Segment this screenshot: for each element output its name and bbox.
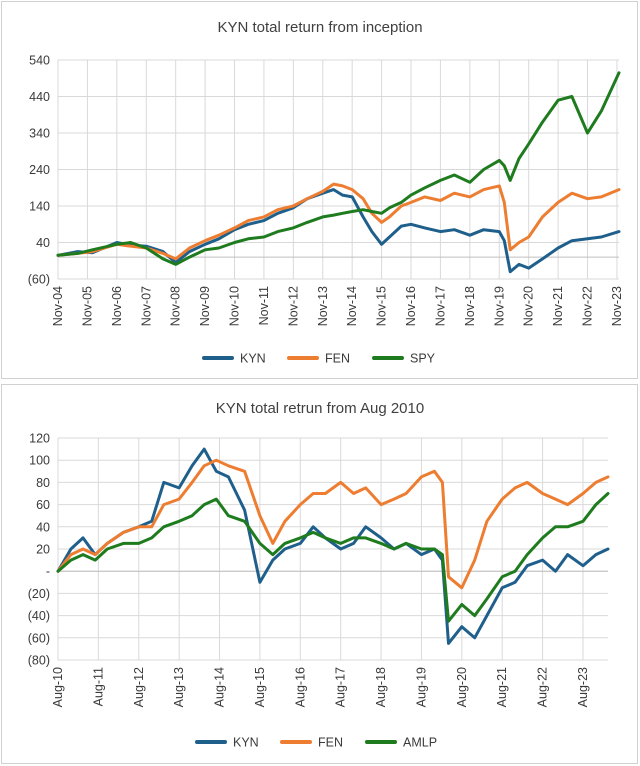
chart2-title: KYN total retrun from Aug 2010 (216, 400, 424, 417)
chart1-x-tick-label: Nov-22 (581, 286, 595, 326)
chart1-y-tick-label: 340 (29, 127, 50, 141)
chart1-x-tick-label: Nov-09 (198, 286, 212, 326)
chart2-x-tick-label: Aug-12 (132, 667, 146, 707)
chart1-y-tick-label: 140 (29, 200, 50, 214)
chart1-series-spy (56, 71, 621, 266)
chart1-x-tick-label: Nov-16 (404, 286, 418, 326)
chart1-x-tick-label: Nov-17 (433, 286, 447, 326)
chart1-y-tick-label: 440 (29, 90, 50, 104)
chart1-x-tick-label: Nov-13 (316, 286, 330, 326)
chart1-x-tick-label: Nov-19 (492, 286, 506, 326)
chart2-x-tick-label: Aug-21 (495, 667, 509, 707)
chart2-x-tick-label: Aug-23 (576, 667, 590, 707)
chart2-y-tick-label: 40 (36, 520, 50, 534)
chart1-legend-label: KYN (240, 352, 266, 366)
chart2-x-tick-label: Aug-19 (414, 667, 428, 707)
chart2-x-tick-label: Aug-22 (536, 667, 550, 707)
chart1-y-tick-label: 540 (29, 54, 50, 68)
chart1-x-tick-label: Nov-14 (345, 286, 359, 326)
chart2-x-tick-label: Aug-18 (374, 667, 388, 707)
chart1-x-tick-label: Nov-15 (375, 286, 389, 326)
chart-aug2010: KYN total retrun from Aug 2010 120 100 80 60… (28, 400, 610, 750)
chart1-x-tick-label: Nov-08 (169, 286, 183, 326)
chart2-x-tick-label: Aug-20 (455, 667, 469, 707)
chart2-legend-kyn: KYN (195, 736, 259, 750)
chart2-y-tick-label: 60 (36, 498, 50, 512)
chart-inception: KYN total return from inception 540 440 340… (28, 19, 624, 366)
chart2-x-tick-label: Aug-14 (213, 667, 227, 707)
chart1-title: KYN total return from inception (217, 19, 422, 36)
chart1-x-tick-label: Nov-23 (610, 286, 624, 326)
chart-panel-inception: KYN total return from inception 540 440 340… (1, 1, 638, 379)
chart1-x-tick-label: Nov-21 (551, 286, 565, 326)
chart1-x-tick-label: Nov-05 (80, 286, 94, 326)
chart2-legend-fen: FEN (280, 736, 343, 750)
chart2-legend-amlp: AMLP (365, 736, 437, 750)
chart1-legend-spy: SPY (372, 352, 436, 366)
chart2-x-tick-label: Aug-13 (172, 667, 186, 707)
chart2-y-tick-label: 120 (29, 432, 50, 446)
chart2-legend-label: KYN (233, 736, 259, 750)
chart1-legend-kyn: KYN (202, 352, 266, 366)
chart1-x-tick-label: Nov-10 (228, 286, 242, 326)
chart1-x-tick-label: Nov-11 (257, 286, 271, 325)
chart1-series-fen (56, 182, 621, 261)
chart2-y-tick-label: (80) (28, 654, 50, 668)
chart1-legend-label: FEN (325, 352, 350, 366)
chart2-legend-label: AMLP (403, 736, 437, 750)
chart2-y-tick-label: 20 (36, 543, 50, 557)
chart1-x-tick-label: Nov-18 (463, 286, 477, 326)
chart2-x-tick-label: Aug-10 (51, 667, 65, 707)
chart2-y-tick-label: (60) (28, 631, 50, 645)
chart2-x-tick-label: Aug-16 (293, 667, 307, 707)
chart2-y-tick-label: 100 (29, 454, 50, 468)
chart2-series-kyn (56, 447, 610, 645)
chart1-legend-label: SPY (410, 352, 436, 366)
chart1-series-kyn (56, 188, 621, 274)
chart1-x-tick-label: Nov-20 (522, 286, 536, 326)
chart1-x-tick-label: Nov-06 (110, 286, 124, 326)
chart-panel-aug2010: KYN total retrun from Aug 2010 120 100 80 60… (1, 384, 638, 764)
chart2-y-tick-label: (20) (28, 587, 50, 601)
chart2-y-tick-label: 80 (36, 476, 50, 490)
chart1-x-tick-label: Nov-12 (286, 286, 300, 326)
chart2-series-fen (56, 458, 610, 590)
chart2-legend-label: FEN (318, 736, 343, 750)
chart1-y-tick-label: 240 (29, 163, 50, 177)
chart2-x-tick-label: Aug-11 (91, 667, 105, 706)
chart1-legend-fen: FEN (287, 352, 350, 366)
chart2-series-amlp (56, 492, 610, 623)
chart1-y-tick-label: (60) (28, 273, 50, 287)
chart2-x-tick-label: Aug-17 (334, 667, 348, 707)
chart1-x-tick-label: Nov-04 (51, 286, 65, 326)
chart2-y-tick-label: - (46, 565, 50, 579)
chart2-y-tick-label: (40) (28, 609, 50, 623)
chart2-x-tick-label: Aug-15 (253, 667, 267, 707)
chart1-x-tick-label: Nov-07 (139, 286, 153, 326)
chart1-y-tick-label: 40 (36, 236, 50, 250)
